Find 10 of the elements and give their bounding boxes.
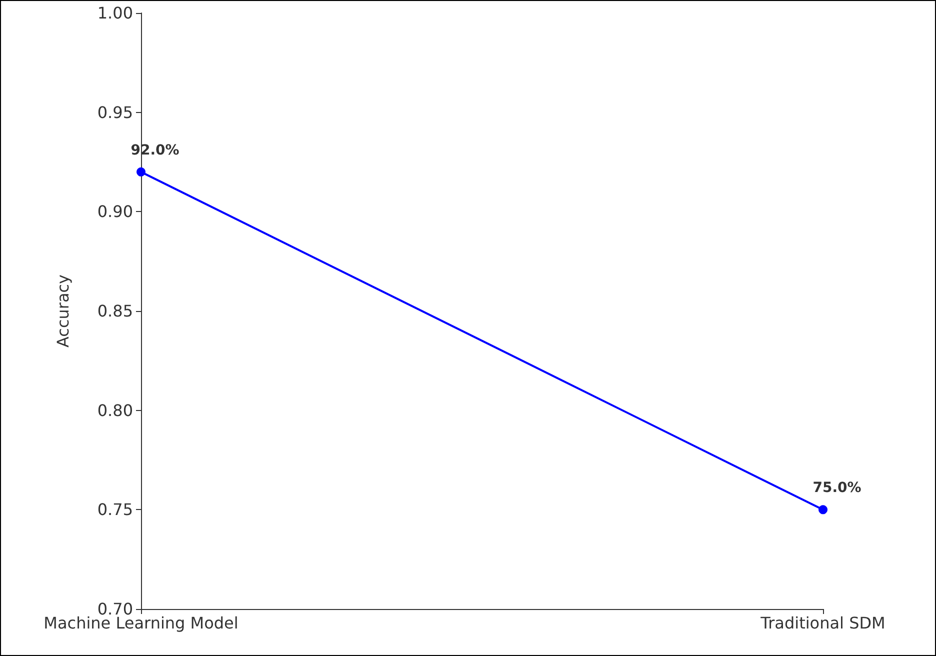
y-tick-label: 1.00 <box>97 4 133 22</box>
y-tick-label: 0.90 <box>97 202 133 222</box>
x-tick-label: Traditional SDM <box>760 614 886 632</box>
x-tick-label: Machine Learning Model <box>44 614 238 632</box>
y-tick-label: 0.75 <box>97 500 133 520</box>
y-tick-label: 0.85 <box>97 302 133 320</box>
data-label: 75.0% <box>812 480 862 496</box>
y-axis-title: Accuracy <box>54 274 72 348</box>
y-tick-label: 0.80 <box>97 400 133 420</box>
y-tick-label: 0.95 <box>97 102 133 122</box>
